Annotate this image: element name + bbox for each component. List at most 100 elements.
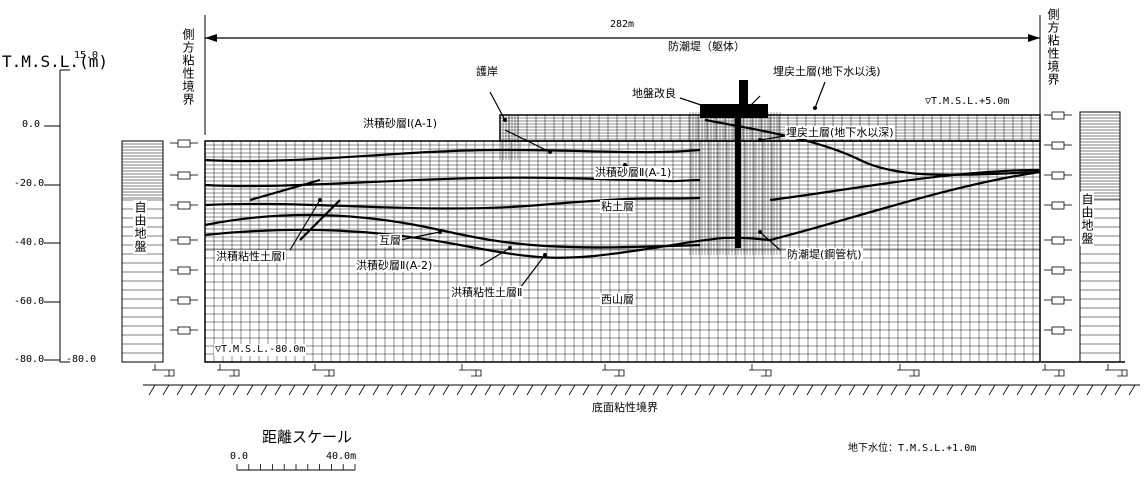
- hatch: [554, 384, 562, 396]
- hatch: [484, 384, 492, 396]
- layer-label: 護岸: [476, 65, 498, 78]
- bottom-damper: [1042, 364, 1065, 377]
- leader-head: [758, 230, 762, 234]
- layer-label: 埋戻土層(地下水以深): [785, 126, 895, 139]
- leader-head: [548, 150, 552, 154]
- level-label: ▽T.M.S.L.+5.0m: [924, 96, 1011, 108]
- leader: [814, 81, 826, 109]
- layer-boundary: [204, 176, 701, 188]
- hatch: [190, 384, 198, 396]
- layer-label: 洪積砂層Ⅱ(A-1): [594, 166, 673, 179]
- hatch: [1086, 384, 1094, 396]
- layer-label: 互層: [378, 234, 402, 247]
- axis-tick: 0.0: [22, 119, 41, 130]
- axis-tick: -20.0: [14, 178, 45, 189]
- hatch: [358, 384, 366, 396]
- hatch: [778, 384, 786, 396]
- hatch: [1100, 384, 1108, 396]
- hatch: [260, 384, 268, 396]
- damper: [177, 139, 191, 148]
- hatch: [764, 384, 772, 396]
- bottom-boundary-label: 底面粘性境界: [592, 401, 658, 414]
- hatch: [330, 384, 338, 396]
- layer-label: 防潮堤(鋼管杭): [786, 248, 863, 261]
- layer-label: 西山層: [600, 293, 635, 306]
- layer-label: 洪積粘性土層Ⅱ: [450, 286, 524, 299]
- hatch: [428, 384, 436, 396]
- hatch: [946, 384, 954, 396]
- leader-head: [318, 198, 322, 202]
- bottom-damper: [217, 364, 240, 377]
- damper: [1051, 171, 1065, 180]
- layer-boundary: [299, 199, 341, 241]
- side-boundary-label: 側方粘性境界: [1046, 8, 1060, 86]
- hatch: [1030, 384, 1038, 396]
- hatch: [610, 384, 618, 396]
- hatch: [666, 384, 674, 396]
- hatch: [792, 384, 800, 396]
- layer-label: 地盤改良: [632, 87, 676, 100]
- hatch: [680, 384, 688, 396]
- bottom-damper: [749, 364, 772, 377]
- hatch: [344, 384, 352, 396]
- leader-head: [758, 138, 762, 142]
- leader: [489, 91, 506, 121]
- hatch: [1016, 384, 1024, 396]
- hatch: [708, 384, 716, 396]
- hatch: [162, 384, 170, 396]
- hatch: [960, 384, 968, 396]
- hatch: [736, 384, 744, 396]
- layer-boundary: [704, 118, 1041, 176]
- hatch: [386, 384, 394, 396]
- hatch: [232, 384, 240, 396]
- hatch: [148, 384, 156, 396]
- hatch: [988, 384, 996, 396]
- axis-title: T.M.S.L.(m): [2, 52, 108, 71]
- axis-tick: 15.0: [74, 50, 99, 61]
- leader: [747, 95, 761, 109]
- hatch: [526, 384, 534, 396]
- damper: [177, 296, 191, 305]
- hatch: [442, 384, 450, 396]
- hatch: [596, 384, 604, 396]
- leader-head: [508, 246, 512, 250]
- hatch: [414, 384, 422, 396]
- layer-label: 埋戻土層(地下水以浅): [773, 65, 881, 78]
- free-ground-label: 自由地盤: [1080, 192, 1094, 246]
- hatch: [1002, 384, 1010, 396]
- leader: [759, 135, 786, 141]
- leader: [399, 231, 441, 241]
- scale-title: 距離スケール: [262, 428, 353, 446]
- hatch: [876, 384, 884, 396]
- hatch: [652, 384, 660, 396]
- bottom-damper: [459, 364, 482, 377]
- leader: [479, 247, 511, 267]
- hatch: [904, 384, 912, 396]
- damper: [1051, 296, 1065, 305]
- wall-body: [739, 80, 748, 108]
- bottom-damper: [152, 364, 175, 377]
- hatch: [568, 384, 576, 396]
- leader: [679, 97, 711, 109]
- damper: [1051, 326, 1065, 335]
- damper: [1051, 236, 1065, 245]
- axis-tick: -60.0: [14, 296, 45, 307]
- hatch: [1072, 384, 1080, 396]
- hatch: [204, 384, 212, 396]
- damper: [1051, 141, 1065, 150]
- damper: [177, 201, 191, 210]
- leader-head: [813, 106, 817, 110]
- bottom-damper: [897, 364, 920, 377]
- side-boundary-label: 側方粘性境界: [181, 28, 195, 106]
- leader-head: [438, 230, 442, 234]
- hatch: [218, 384, 226, 396]
- dimension-label: 282m: [610, 19, 635, 30]
- leader-head: [543, 253, 547, 257]
- hatch: [540, 384, 548, 396]
- hatch: [316, 384, 324, 396]
- bottom-damper: [1105, 364, 1128, 377]
- hatch: [932, 384, 940, 396]
- hatch: [974, 384, 982, 396]
